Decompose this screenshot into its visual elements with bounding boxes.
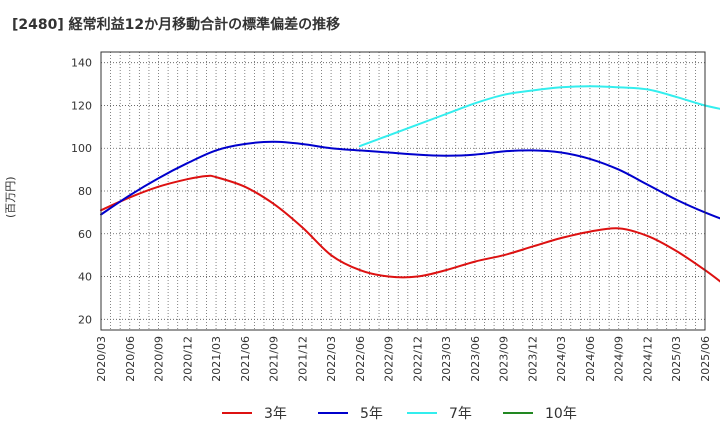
x-tick-label: 2021/12 (296, 336, 309, 382)
legend: 3年 5年 7年 10年 (222, 406, 577, 422)
y-tick-label: 120 (71, 99, 92, 112)
x-tick-label: 2024/09 (613, 336, 626, 382)
legend-label: 10年 (545, 406, 577, 422)
y-tick-label: 60 (78, 228, 92, 241)
x-tick-label: 2022/12 (411, 336, 424, 382)
x-tick-label: 2024/12 (641, 336, 654, 382)
y-tick-label: 140 (71, 57, 92, 70)
x-tick-label: 2021/06 (239, 336, 252, 382)
x-tick-label: 2023/12 (526, 336, 539, 382)
x-tick-label: 2024/03 (555, 336, 568, 382)
x-tick-label: 2024/06 (584, 336, 597, 382)
x-tick-label: 2020/03 (95, 336, 108, 382)
series-line-5年 (100, 140, 720, 220)
plot-frame (100, 51, 706, 331)
y-tick-label: 100 (71, 142, 92, 155)
x-tick-label: 2020/12 (181, 336, 194, 382)
y-tick-label: 20 (78, 313, 92, 326)
x-tick-labels: 2020/03 2020/06 2020/09 2020/12 2021/03 2021/… (95, 336, 712, 382)
x-tick-label: 2022/06 (354, 336, 367, 382)
x-tick-label: 2020/06 (124, 336, 137, 382)
x-tick-label: 2023/06 (469, 336, 482, 382)
chart-title: [2480] 経常利益12か月移動合計の標準偏差の推移 (12, 17, 341, 33)
series-line-7年 (358, 85, 720, 148)
x-tick-label: 2022/09 (383, 336, 396, 382)
x-tick-label: 2020/09 (153, 336, 166, 382)
legend-label: 7年 (449, 406, 472, 422)
x-tick-label: 2025/06 (699, 336, 712, 382)
x-tick-label: 2021/03 (210, 336, 223, 382)
x-tick-label: 2021/09 (268, 336, 281, 382)
series-layer (100, 85, 720, 283)
series-line-3年 (100, 174, 720, 283)
legend-label: 5年 (360, 406, 383, 422)
x-tick-label: 2022/03 (325, 336, 338, 382)
x-tick-label: 2023/09 (498, 336, 511, 382)
y-tick-labels: 20 40 60 80 100 120 140 (71, 57, 92, 327)
x-tick-label: 2023/03 (440, 336, 453, 382)
grid-layer (101, 52, 705, 330)
y-tick-label: 40 (78, 271, 92, 284)
y-tick-label: 80 (78, 185, 92, 198)
x-tick-label: 2025/03 (670, 336, 683, 382)
legend-label: 3年 (264, 406, 287, 422)
